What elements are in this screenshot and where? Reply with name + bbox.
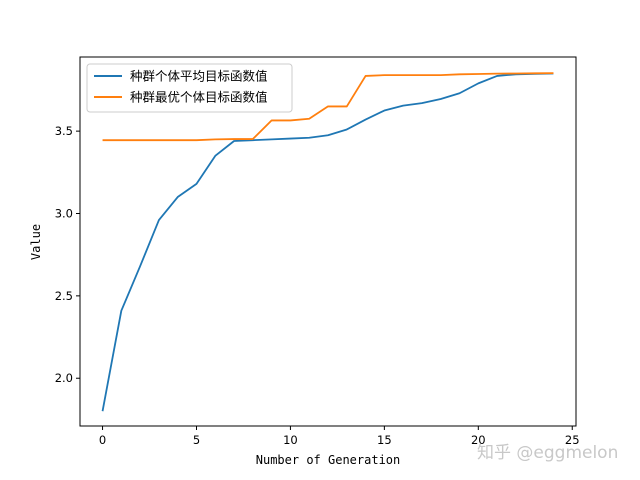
- x-axis-label: Number of Generation: [256, 453, 401, 467]
- y-tick-label: 2.5: [55, 289, 73, 303]
- y-tick-label: 2.0: [55, 371, 73, 385]
- x-tick-label: 25: [565, 433, 580, 447]
- plot-frame: [79, 56, 577, 427]
- watermark: 知乎 @eggmelon: [477, 443, 618, 463]
- legend-frame: [86, 63, 293, 113]
- y-axis-ticks: 2.0 2.5 3.0 3.5: [55, 124, 80, 385]
- legend-label-best: 种群最优个体目标函数值: [130, 90, 268, 105]
- y-tick-label: 3.0: [55, 206, 73, 220]
- y-axis-label: Value: [29, 224, 43, 260]
- series-line-average: [101, 72, 554, 412]
- x-tick-label: 15: [377, 433, 392, 447]
- y-tick-label: 3.5: [55, 124, 73, 138]
- x-tick-label: 20: [471, 433, 486, 447]
- x-tick-label: 10: [283, 433, 298, 447]
- x-tick-label: 0: [99, 433, 106, 447]
- legend: 种群个体平均目标函数值 种群最优个体目标函数值: [86, 63, 293, 113]
- x-axis-ticks: 0 5 10 15 20 25: [99, 426, 580, 447]
- series-layer: [101, 72, 554, 412]
- x-tick-label: 5: [193, 433, 200, 447]
- legend-label-average: 种群个体平均目标函数值: [130, 69, 268, 84]
- series-line-best: [102, 72, 554, 142]
